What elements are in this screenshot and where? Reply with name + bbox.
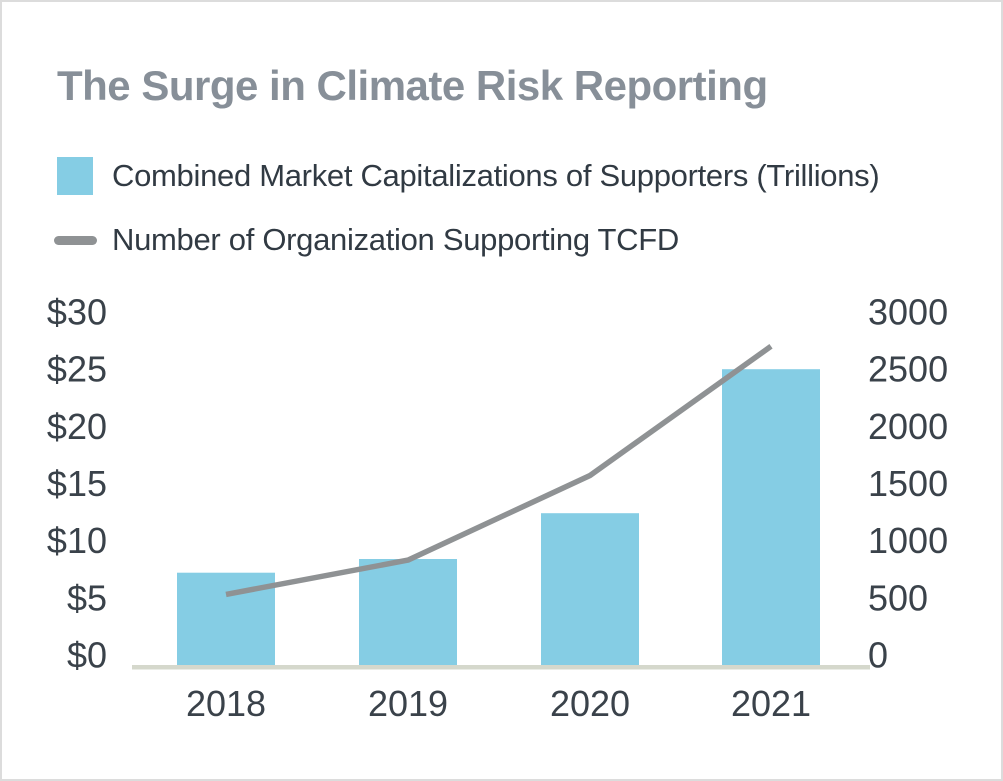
right-axis-tick-0: 0 [868, 635, 888, 676]
left-axis-tick-20: $20 [47, 406, 107, 447]
legend: Combined Market Capitalizations of Suppo… [54, 156, 880, 284]
right-axis-tick-1500: 1500 [868, 463, 948, 504]
legend-item-org-count: Number of Organization Supporting TCFD [54, 220, 879, 260]
right-axis-tick-2000: 2000 [868, 406, 948, 447]
left-axis-tick-5: $5 [67, 577, 107, 618]
left-axis-tick-0: $0 [67, 635, 107, 676]
left-axis-tick-25: $25 [47, 349, 107, 390]
left-axis-tick-15: $15 [47, 463, 107, 504]
bar-2019 [359, 559, 457, 668]
bar-series-swatch-icon [57, 157, 93, 195]
line-series-swatch-icon [54, 235, 97, 245]
right-axis-tick-1000: 1000 [868, 520, 948, 561]
legend-item-market-cap: Combined Market Capitalizations of Suppo… [54, 156, 880, 196]
legend-label-market-cap: Combined Market Capitalizations of Suppo… [112, 158, 880, 193]
chart-title: The Surge in Climate Risk Reporting [57, 62, 768, 109]
x-axis-line [132, 665, 870, 670]
left-axis-tick-10: $10 [47, 520, 107, 561]
right-axis-tick-3000: 3000 [868, 292, 948, 333]
x-axis-label-2018: 2018 [186, 683, 266, 724]
x-axis-label-2019: 2019 [368, 683, 448, 724]
left-axis-tick-30: $30 [47, 292, 107, 333]
x-axis-label-2020: 2020 [550, 683, 630, 724]
tcfd-supporters-line [225, 344, 773, 598]
bar-2021 [722, 369, 820, 668]
bar-2020 [541, 513, 639, 668]
right-axis-tick-500: 500 [868, 577, 928, 618]
right-axis-tick-2500: 2500 [868, 349, 948, 390]
x-axis-label-2021: 2021 [731, 683, 811, 724]
legend-label-org-count: Number of Organization Supporting TCFD [112, 222, 679, 257]
